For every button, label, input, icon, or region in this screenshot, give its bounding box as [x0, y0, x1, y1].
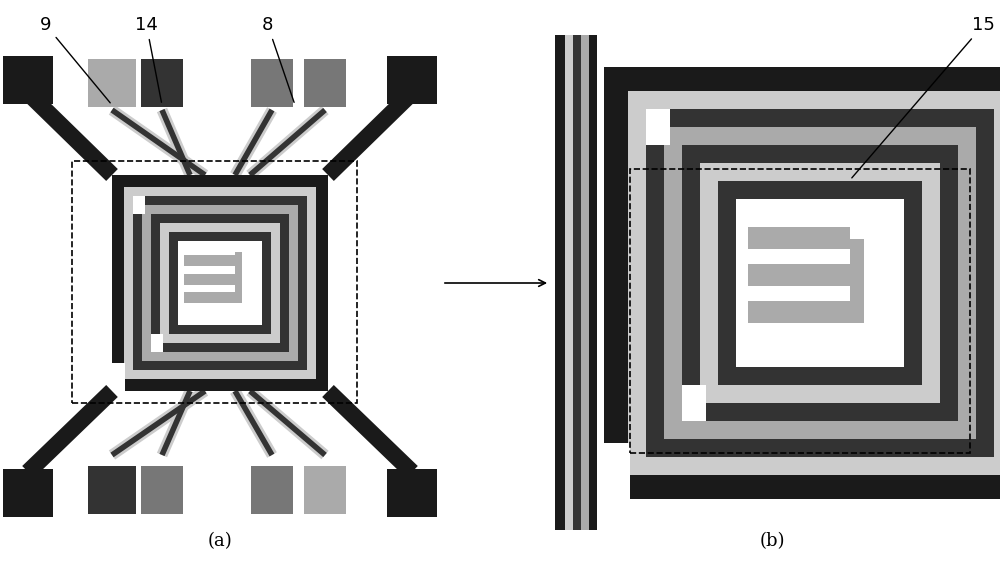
Polygon shape: [994, 91, 1000, 475]
Polygon shape: [289, 205, 298, 361]
Polygon shape: [298, 196, 307, 370]
Polygon shape: [940, 145, 958, 421]
Text: 9: 9: [40, 16, 110, 103]
Polygon shape: [262, 232, 271, 334]
Text: (b): (b): [759, 532, 785, 550]
Polygon shape: [700, 385, 940, 403]
Polygon shape: [682, 145, 700, 421]
Polygon shape: [169, 325, 271, 334]
Polygon shape: [718, 367, 922, 385]
Polygon shape: [184, 255, 235, 266]
Polygon shape: [664, 127, 976, 145]
Polygon shape: [748, 227, 850, 249]
Polygon shape: [682, 385, 706, 421]
Polygon shape: [304, 59, 346, 107]
Polygon shape: [604, 67, 628, 499]
Polygon shape: [646, 109, 994, 127]
Polygon shape: [555, 35, 565, 530]
Polygon shape: [682, 403, 958, 421]
Polygon shape: [112, 175, 124, 391]
Polygon shape: [141, 466, 183, 514]
Polygon shape: [235, 252, 242, 303]
Polygon shape: [628, 457, 1000, 475]
Polygon shape: [251, 466, 293, 514]
Polygon shape: [589, 35, 597, 530]
Bar: [72, 161, 357, 403]
Polygon shape: [976, 109, 994, 457]
Polygon shape: [664, 127, 682, 439]
Polygon shape: [604, 475, 1000, 499]
Polygon shape: [142, 205, 298, 214]
Polygon shape: [151, 334, 163, 352]
Polygon shape: [748, 301, 850, 323]
Polygon shape: [628, 91, 1000, 109]
Polygon shape: [142, 352, 298, 361]
Polygon shape: [387, 469, 437, 517]
Polygon shape: [133, 196, 142, 370]
Polygon shape: [307, 187, 316, 379]
Polygon shape: [184, 273, 235, 285]
Text: 15: 15: [852, 16, 995, 178]
Text: 14: 14: [135, 16, 161, 102]
Polygon shape: [700, 163, 940, 181]
Text: 8: 8: [262, 16, 294, 102]
Polygon shape: [133, 361, 307, 370]
Polygon shape: [628, 91, 646, 475]
Polygon shape: [904, 181, 922, 385]
Polygon shape: [271, 223, 280, 343]
Polygon shape: [922, 163, 940, 403]
Polygon shape: [169, 232, 271, 241]
Polygon shape: [748, 264, 850, 286]
Polygon shape: [88, 466, 136, 514]
Polygon shape: [251, 59, 293, 107]
Polygon shape: [958, 127, 976, 439]
Polygon shape: [316, 175, 328, 391]
Polygon shape: [151, 214, 160, 352]
Polygon shape: [112, 175, 328, 187]
Polygon shape: [160, 223, 169, 343]
Polygon shape: [3, 469, 53, 517]
Polygon shape: [88, 59, 136, 107]
Polygon shape: [184, 292, 235, 303]
Polygon shape: [646, 109, 670, 145]
Polygon shape: [142, 205, 151, 361]
Polygon shape: [112, 379, 328, 391]
Text: (a): (a): [208, 532, 232, 550]
Polygon shape: [280, 214, 289, 352]
Polygon shape: [646, 109, 664, 457]
Polygon shape: [169, 232, 178, 334]
Polygon shape: [573, 35, 581, 530]
Polygon shape: [151, 343, 289, 352]
Polygon shape: [565, 35, 573, 530]
Polygon shape: [178, 241, 262, 325]
Polygon shape: [718, 181, 736, 385]
Polygon shape: [682, 145, 958, 163]
Polygon shape: [581, 35, 589, 530]
Polygon shape: [151, 214, 289, 223]
Polygon shape: [646, 439, 994, 457]
Polygon shape: [160, 223, 280, 232]
Polygon shape: [141, 59, 183, 107]
Polygon shape: [850, 239, 864, 323]
Polygon shape: [133, 196, 145, 214]
Polygon shape: [718, 181, 922, 199]
Polygon shape: [124, 187, 133, 379]
Polygon shape: [304, 466, 346, 514]
Polygon shape: [3, 56, 53, 104]
Polygon shape: [112, 363, 125, 391]
Polygon shape: [604, 443, 630, 499]
Polygon shape: [736, 199, 904, 367]
Polygon shape: [387, 56, 437, 104]
Polygon shape: [604, 67, 1000, 91]
Bar: [630, 169, 970, 453]
Polygon shape: [124, 187, 316, 196]
Polygon shape: [160, 334, 280, 343]
Polygon shape: [124, 370, 316, 379]
Polygon shape: [133, 196, 307, 205]
Polygon shape: [664, 421, 976, 439]
Polygon shape: [555, 35, 995, 530]
Polygon shape: [700, 163, 718, 403]
